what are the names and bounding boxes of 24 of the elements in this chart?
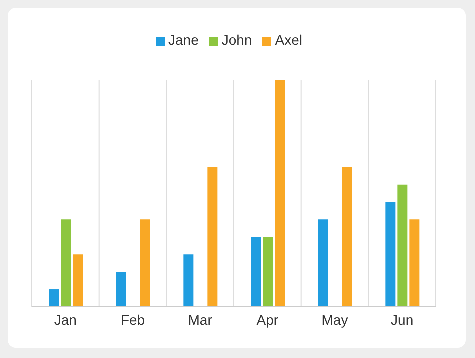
bar <box>263 237 273 307</box>
x-tick-label: Jan <box>54 312 77 328</box>
bar <box>318 220 328 307</box>
bar <box>116 272 126 307</box>
legend-label: John <box>222 32 252 48</box>
legend-label: Jane <box>168 32 199 48</box>
bar <box>73 254 83 307</box>
bar <box>410 220 420 307</box>
bar <box>49 290 59 307</box>
x-tick-label: Mar <box>188 312 213 328</box>
bar <box>398 184 408 307</box>
legend-label: Axel <box>275 32 302 48</box>
bar <box>386 202 396 307</box>
bar <box>184 254 194 307</box>
bar <box>342 167 352 307</box>
bar <box>208 167 218 307</box>
bar <box>61 220 71 307</box>
bar <box>275 80 285 307</box>
x-tick-label: Feb <box>120 312 146 328</box>
x-tick-label: Apr <box>256 312 279 328</box>
x-tick-label: May <box>322 312 348 328</box>
bar <box>251 237 261 307</box>
bar <box>140 220 150 307</box>
x-tick-label: Jun <box>391 312 414 328</box>
